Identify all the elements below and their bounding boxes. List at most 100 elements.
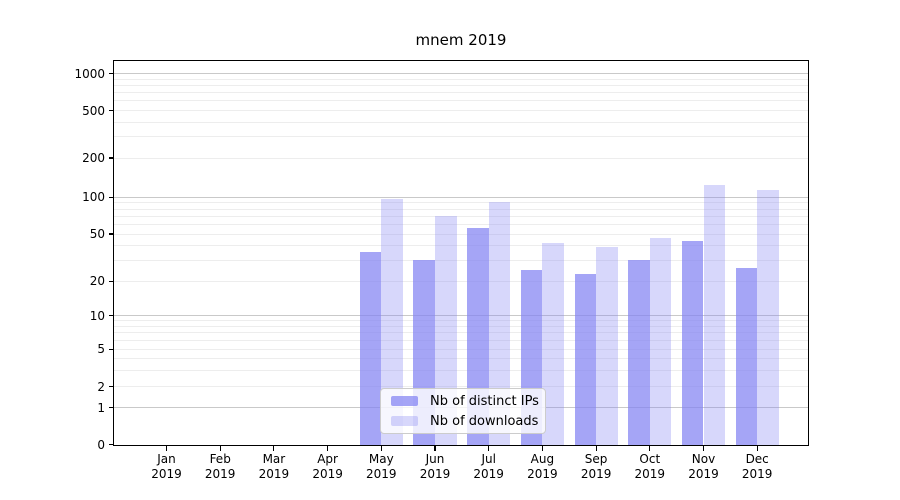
x-tick-label-jun: Jun 2019 xyxy=(407,452,463,482)
x-tick-label-line: Mar xyxy=(262,452,286,466)
x-tick-label-sep: Sep 2019 xyxy=(568,452,624,482)
gridline-y-60 xyxy=(114,223,808,225)
chart-title: mnem 2019 xyxy=(415,31,507,49)
y-tick-5 xyxy=(108,348,114,350)
gridline-y-70 xyxy=(114,215,808,217)
y-tick-label-200: 200 xyxy=(82,151,105,165)
y-tick-50 xyxy=(108,233,114,235)
x-tick-label-line: 2019 xyxy=(204,467,236,481)
gridline-y-300 xyxy=(114,136,808,138)
legend-swatch-downloads-icon xyxy=(391,416,418,426)
x-tick-label-apr: Apr 2019 xyxy=(300,452,356,482)
x-tick-label-line: 2019 xyxy=(634,467,666,481)
x-tick-label-line: 2019 xyxy=(527,467,558,481)
x-tick-feb xyxy=(219,446,221,451)
x-tick-label-line: Feb xyxy=(209,452,231,466)
bar-nb-of-downloads-dec-2019 xyxy=(757,190,779,445)
gridline-y-9 xyxy=(114,320,808,322)
gridline-y-50 xyxy=(114,233,808,235)
legend: Nb of distinct IPs Nb of downloads xyxy=(380,388,546,434)
y-tick-2 xyxy=(108,386,114,388)
gridline-y-600 xyxy=(114,100,808,102)
y-tick-1 xyxy=(108,406,114,409)
y-tick-label-5: 5 xyxy=(97,342,105,357)
y-tick-label-1000: 1000 xyxy=(74,66,105,81)
legend-item-downloads: Nb of downloads xyxy=(391,413,539,429)
y-tick-100 xyxy=(108,196,114,198)
x-tick-label-dec: Dec 2019 xyxy=(729,452,785,482)
y-tick-200 xyxy=(108,157,114,159)
x-tick-label-line: 2019 xyxy=(419,467,451,481)
gridline-y-3 xyxy=(114,369,808,371)
x-tick-label-aug: Aug 2019 xyxy=(514,452,570,482)
x-tick-apr xyxy=(327,446,329,451)
x-tick-label-line: 2019 xyxy=(580,467,612,481)
gridline-y-800 xyxy=(114,84,808,86)
y-tick-0 xyxy=(108,444,114,446)
x-tick-jul xyxy=(488,446,490,451)
x-tick-label-mar: Mar 2019 xyxy=(246,452,302,482)
y-tick-label-500: 500 xyxy=(82,103,105,118)
gridline-y-10 xyxy=(114,315,808,316)
bar-nb-of-distinct-ips-oct-2019 xyxy=(628,260,650,445)
y-tick-label-100: 100 xyxy=(82,190,105,205)
gridline-y-6 xyxy=(114,339,808,341)
x-tick-label-line: 2019 xyxy=(741,467,773,481)
x-tick-label-nov: Nov 2019 xyxy=(676,452,732,482)
x-tick-label-line: 2019 xyxy=(473,467,504,481)
x-tick-label-line: Jun xyxy=(425,452,445,466)
bar-nb-of-downloads-jul-2019 xyxy=(488,201,511,445)
gridline-y-1000 xyxy=(114,73,808,74)
x-tick-label-line: 2019 xyxy=(151,467,182,481)
x-tick-dec xyxy=(756,446,758,451)
x-tick-label-line: 2019 xyxy=(258,467,290,481)
gridline-y-20 xyxy=(114,280,808,282)
x-tick-label-feb: Feb 2019 xyxy=(192,452,248,482)
bar-nb-of-downloads-jun-2019 xyxy=(435,216,457,445)
bar-nb-of-downloads-oct-2019 xyxy=(649,238,672,445)
gridline-y-900 xyxy=(114,78,808,80)
bar-nb-of-distinct-ips-dec-2019 xyxy=(735,267,758,445)
bar-nb-of-distinct-ips-sep-2019 xyxy=(574,274,597,445)
y-tick-label-50: 50 xyxy=(89,227,105,241)
x-tick-label-line: 2019 xyxy=(312,467,343,481)
gridline-y-80 xyxy=(114,208,808,210)
x-tick-oct xyxy=(649,446,651,451)
x-tick-nov xyxy=(702,446,705,451)
y-tick-label-2: 2 xyxy=(97,379,105,394)
x-tick-label-line: Apr xyxy=(317,452,338,466)
y-tick-10 xyxy=(108,314,114,317)
gridline-y-400 xyxy=(114,121,808,123)
x-tick-label-line: Nov xyxy=(691,452,716,466)
gridline-y-100 xyxy=(114,196,808,198)
legend-item-label: Nb of downloads xyxy=(430,413,539,429)
gridline-y-200 xyxy=(114,157,808,159)
x-tick-label-line: Jul xyxy=(481,452,496,466)
y-tick-label-1: 1 xyxy=(97,400,105,415)
y-tick-1000 xyxy=(108,72,114,75)
bar-nb-of-downloads-nov-2019 xyxy=(703,185,726,445)
x-tick-jan xyxy=(165,446,168,451)
gridline-y-7 xyxy=(114,332,808,334)
gridline-y-30 xyxy=(114,259,808,261)
x-tick-aug xyxy=(541,446,543,451)
legend-swatch-distinct-ips-icon xyxy=(391,396,418,406)
y-tick-label-10: 10 xyxy=(89,308,105,323)
bar-nb-of-distinct-ips-may-2019 xyxy=(359,252,382,445)
x-tick-label-jul: Jul 2019 xyxy=(461,452,517,482)
bar-nb-of-distinct-ips-nov-2019 xyxy=(681,240,704,445)
gridline-y-700 xyxy=(114,92,808,94)
x-tick-jun xyxy=(434,446,436,451)
x-tick-sep xyxy=(595,446,597,451)
legend-item-label: Nb of distinct IPs xyxy=(430,393,539,409)
x-tick-label-jan: Jan 2019 xyxy=(139,452,195,482)
gridline-y-5 xyxy=(114,348,808,350)
bar-nb-of-downloads-may-2019 xyxy=(381,199,403,445)
x-tick-label-line: Aug xyxy=(530,452,555,466)
y-tick-20 xyxy=(108,280,114,282)
gridline-y-40 xyxy=(114,245,808,247)
